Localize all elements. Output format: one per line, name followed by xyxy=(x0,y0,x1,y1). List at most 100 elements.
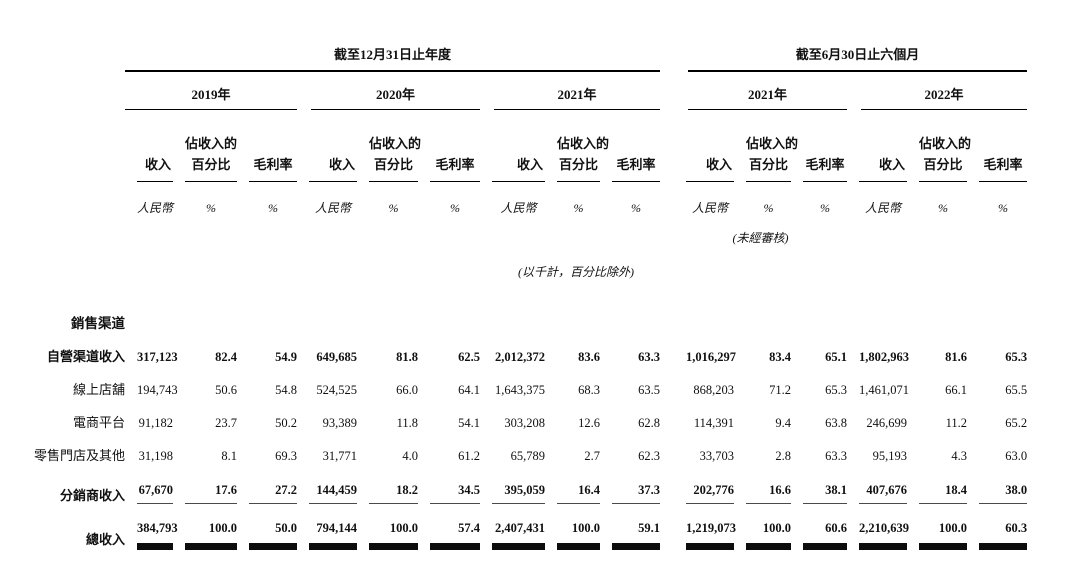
row-label: 分銷商收入 xyxy=(59,488,125,503)
unit-percent: % xyxy=(998,201,1009,215)
table-cell: 65.2 xyxy=(1005,416,1028,430)
row-label: 零售門店及其他 xyxy=(33,448,125,463)
table-cell: 8.1 xyxy=(221,449,237,463)
corner-cell xyxy=(8,110,125,182)
table-cell: 202,776 xyxy=(674,464,735,504)
table-cell: 100.0 xyxy=(173,504,237,550)
column-header-gross-margin: 毛利率 xyxy=(418,110,480,182)
table-row: 自營渠道收入 317,123 82.4 54.9 649,685 81.8 62.5 2,01… xyxy=(8,332,1027,365)
table-cell: 81.6 xyxy=(945,350,968,364)
table-row: 零售門店及其他 31,198 8.1 69.3 31,771 4.0 61.2 65,789 2… xyxy=(8,431,1027,464)
period-header-annual: 截至12月31日止年度 xyxy=(125,36,661,72)
table-cell: 11.2 xyxy=(945,416,968,430)
unit-currency: 人民幣 xyxy=(137,201,174,215)
table-cell: 23.7 xyxy=(215,416,237,430)
period-header-row: 截至12月31日止年度 截至6月30日止六個月 xyxy=(8,36,1028,72)
column-header-pct: 佔收入的 百分比 xyxy=(907,110,971,182)
table-cell: 66.0 xyxy=(396,383,418,397)
column-header-gross-margin: 毛利率 xyxy=(600,110,661,182)
column-header-revenue: 收入 xyxy=(125,110,173,182)
unit-percent: % xyxy=(388,201,399,215)
column-spacer xyxy=(660,110,674,182)
scale-note: (以千計，百分比除外) xyxy=(518,265,635,279)
year-header-2021-interim: 2021年 xyxy=(674,72,848,110)
table-cell: 649,685 xyxy=(316,350,357,364)
table-cell: 1,802,963 xyxy=(859,350,910,364)
unit-percent: % xyxy=(573,201,584,215)
column-spacer xyxy=(660,36,674,72)
column-header-pct: 佔收入的 百分比 xyxy=(357,110,421,182)
column-spacer xyxy=(660,431,674,464)
table-row: 線上店舖 194,743 50.6 54.8 524,525 66.0 64.1 1,643,… xyxy=(8,365,1027,398)
row-label: 線上店舖 xyxy=(72,382,125,397)
table-cell: 384,793 xyxy=(125,504,178,550)
table-cell: 27.2 xyxy=(237,464,297,504)
year-header-2021: 2021年 xyxy=(480,72,661,110)
column-header-gross-margin: 毛利率 xyxy=(967,110,1028,182)
column-header-revenue: 收入 xyxy=(847,110,908,182)
unit-percent: % xyxy=(450,201,460,215)
row-label: 總收入 xyxy=(85,532,125,547)
table-cell: 63.0 xyxy=(1005,449,1028,463)
table-cell: 1,219,073 xyxy=(674,504,736,550)
column-spacer xyxy=(660,504,674,548)
table-cell: 2.7 xyxy=(584,449,600,463)
unit-currency: 人民幣 xyxy=(865,201,902,215)
table-cell: 100.0 xyxy=(907,504,968,550)
table-cell: 18.2 xyxy=(357,464,418,504)
unit-currency: 人民幣 xyxy=(692,201,729,215)
table-cell: 60.3 xyxy=(967,504,1028,550)
corner-cell xyxy=(8,36,125,72)
table-body: 銷售渠道 自營渠道收入 317,123 82.4 54.9 649,685 81.8 62.… xyxy=(8,280,1028,550)
table-cell: 57.4 xyxy=(418,504,480,550)
column-header-gross-margin: 毛利率 xyxy=(791,110,848,182)
column-spacer xyxy=(660,332,674,365)
table-cell: 4.0 xyxy=(402,449,418,463)
total-row: 總收入 384,793 100.0 50.0 794,144 100.0 57.4 2,407… xyxy=(8,504,1028,550)
table-cell: 50.6 xyxy=(215,383,237,397)
unit-currency: 人民幣 xyxy=(500,201,537,215)
table-cell: 11.8 xyxy=(396,416,418,430)
table-cell: 1,461,071 xyxy=(859,383,910,397)
table-cell: 62.3 xyxy=(638,449,661,463)
unit-percent: % xyxy=(763,201,774,215)
column-header-pct: 佔收入的 百分比 xyxy=(173,110,237,182)
column-header-pct: 佔收入的 百分比 xyxy=(734,110,798,182)
revenue-by-channel-table: 截至12月31日止年度 截至6月30日止六個月 2019年 2020年 2021… xyxy=(8,36,1028,550)
table-cell: 12.6 xyxy=(578,416,600,430)
table-cell: 54.1 xyxy=(458,416,480,430)
table-cell: 31,771 xyxy=(322,449,357,463)
table-cell: 63.3 xyxy=(638,350,661,364)
period-label-annual: 截至12月31日止年度 xyxy=(125,44,661,72)
corner-cell xyxy=(8,72,125,110)
table-cell: 50.2 xyxy=(275,416,297,430)
column-header-revenue: 收入 xyxy=(480,110,545,182)
table-cell: 33,703 xyxy=(699,449,735,463)
table-cell: 81.8 xyxy=(396,350,418,364)
table-row: 電商平台 91,182 23.7 50.2 93,389 11.8 54.1 303,208 1… xyxy=(8,398,1027,431)
table-cell: 194,743 xyxy=(137,383,178,397)
table-cell: 16.4 xyxy=(545,464,600,504)
column-header-revenue: 收入 xyxy=(674,110,735,182)
table-cell: 69.3 xyxy=(275,449,297,463)
year-header-2022-interim: 2022年 xyxy=(847,72,1028,110)
table-cell: 82.4 xyxy=(215,350,237,364)
table-cell: 317,123 xyxy=(137,350,178,364)
table-cell: 303,208 xyxy=(504,416,545,430)
unit-percent: % xyxy=(820,201,831,215)
table-cell: 54.9 xyxy=(275,350,297,364)
table-cell: 37.3 xyxy=(600,464,661,504)
table-cell: 91,182 xyxy=(138,416,173,430)
column-header-row: 收入 佔收入的 百分比 毛利率 收入 佔收入的 百分比 毛利率 收入 佔收入的 百分比… xyxy=(8,110,1028,182)
table-cell: 64.1 xyxy=(458,383,480,397)
scale-note-row: (以千計，百分比除外) xyxy=(8,246,1027,280)
table-cell: 60.6 xyxy=(791,504,848,550)
table-cell: 1,016,297 xyxy=(686,350,737,364)
year-header-row: 2019年 2020年 2021年 2021年 2022年 xyxy=(8,72,1028,110)
table-cell: 18.4 xyxy=(907,464,968,504)
subtotal-row: 分銷商收入 67,670 17.6 27.2 144,459 18.2 34.5 395,05… xyxy=(8,464,1028,504)
table-cell: 63.3 xyxy=(825,449,848,463)
unaudited-note: (未經審核) xyxy=(732,231,789,245)
table-cell: 1,643,375 xyxy=(495,383,545,397)
table-cell: 100.0 xyxy=(734,504,792,550)
